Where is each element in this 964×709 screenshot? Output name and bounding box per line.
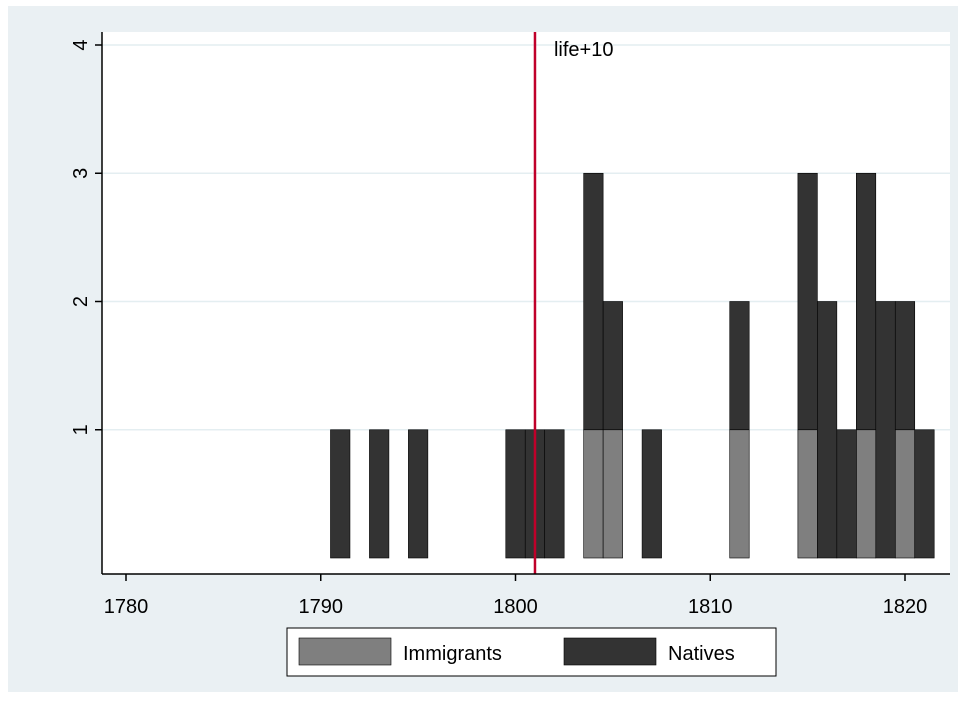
axes: 1 2 3 4 1780 1790 1800 1810 1820 [70,32,950,618]
bar-immigrants [729,429,750,559]
bar-natives [797,172,818,431]
bar-natives [836,429,857,559]
bar-natives [602,301,623,431]
x-tick-label: 1810 [688,596,733,618]
bar-natives [544,429,565,559]
bar-natives [856,172,877,431]
bar-immigrants [602,429,623,559]
legend-swatch-natives [563,637,657,666]
y-tick-label: 4 [70,39,92,50]
reference-line-group: life+10 [533,32,614,574]
legend-label-natives: Natives [668,643,735,665]
bar-natives [894,301,916,431]
bar-natives [729,301,750,431]
bar-natives [505,429,526,559]
bar-natives [330,429,351,559]
bar-immigrants [797,429,818,559]
reference-line-label: life+10 [554,39,614,61]
bar-natives [914,429,935,559]
bar-immigrants [894,429,916,559]
bar-natives [641,429,662,559]
x-tick-label: 1780 [104,596,149,618]
x-tick-label: 1800 [493,596,538,618]
legend-label-immigrants: Immigrants [403,643,502,665]
bar-natives [583,172,604,431]
bar-natives [817,301,838,559]
legend-swatch-immigrants [298,637,392,666]
legend: Immigrants Natives [286,627,777,677]
y-tick-label: 3 [70,168,92,179]
bar-natives [369,429,390,559]
x-tick-label: 1790 [299,596,344,618]
bar-natives [875,301,896,559]
bars [330,172,935,559]
x-tick-label: 1820 [883,596,928,618]
bar-immigrants [856,429,877,559]
y-tick-label: 1 [70,424,92,435]
y-tick-label: 2 [70,296,92,307]
bar-natives [408,429,429,559]
bar-immigrants [583,429,604,559]
